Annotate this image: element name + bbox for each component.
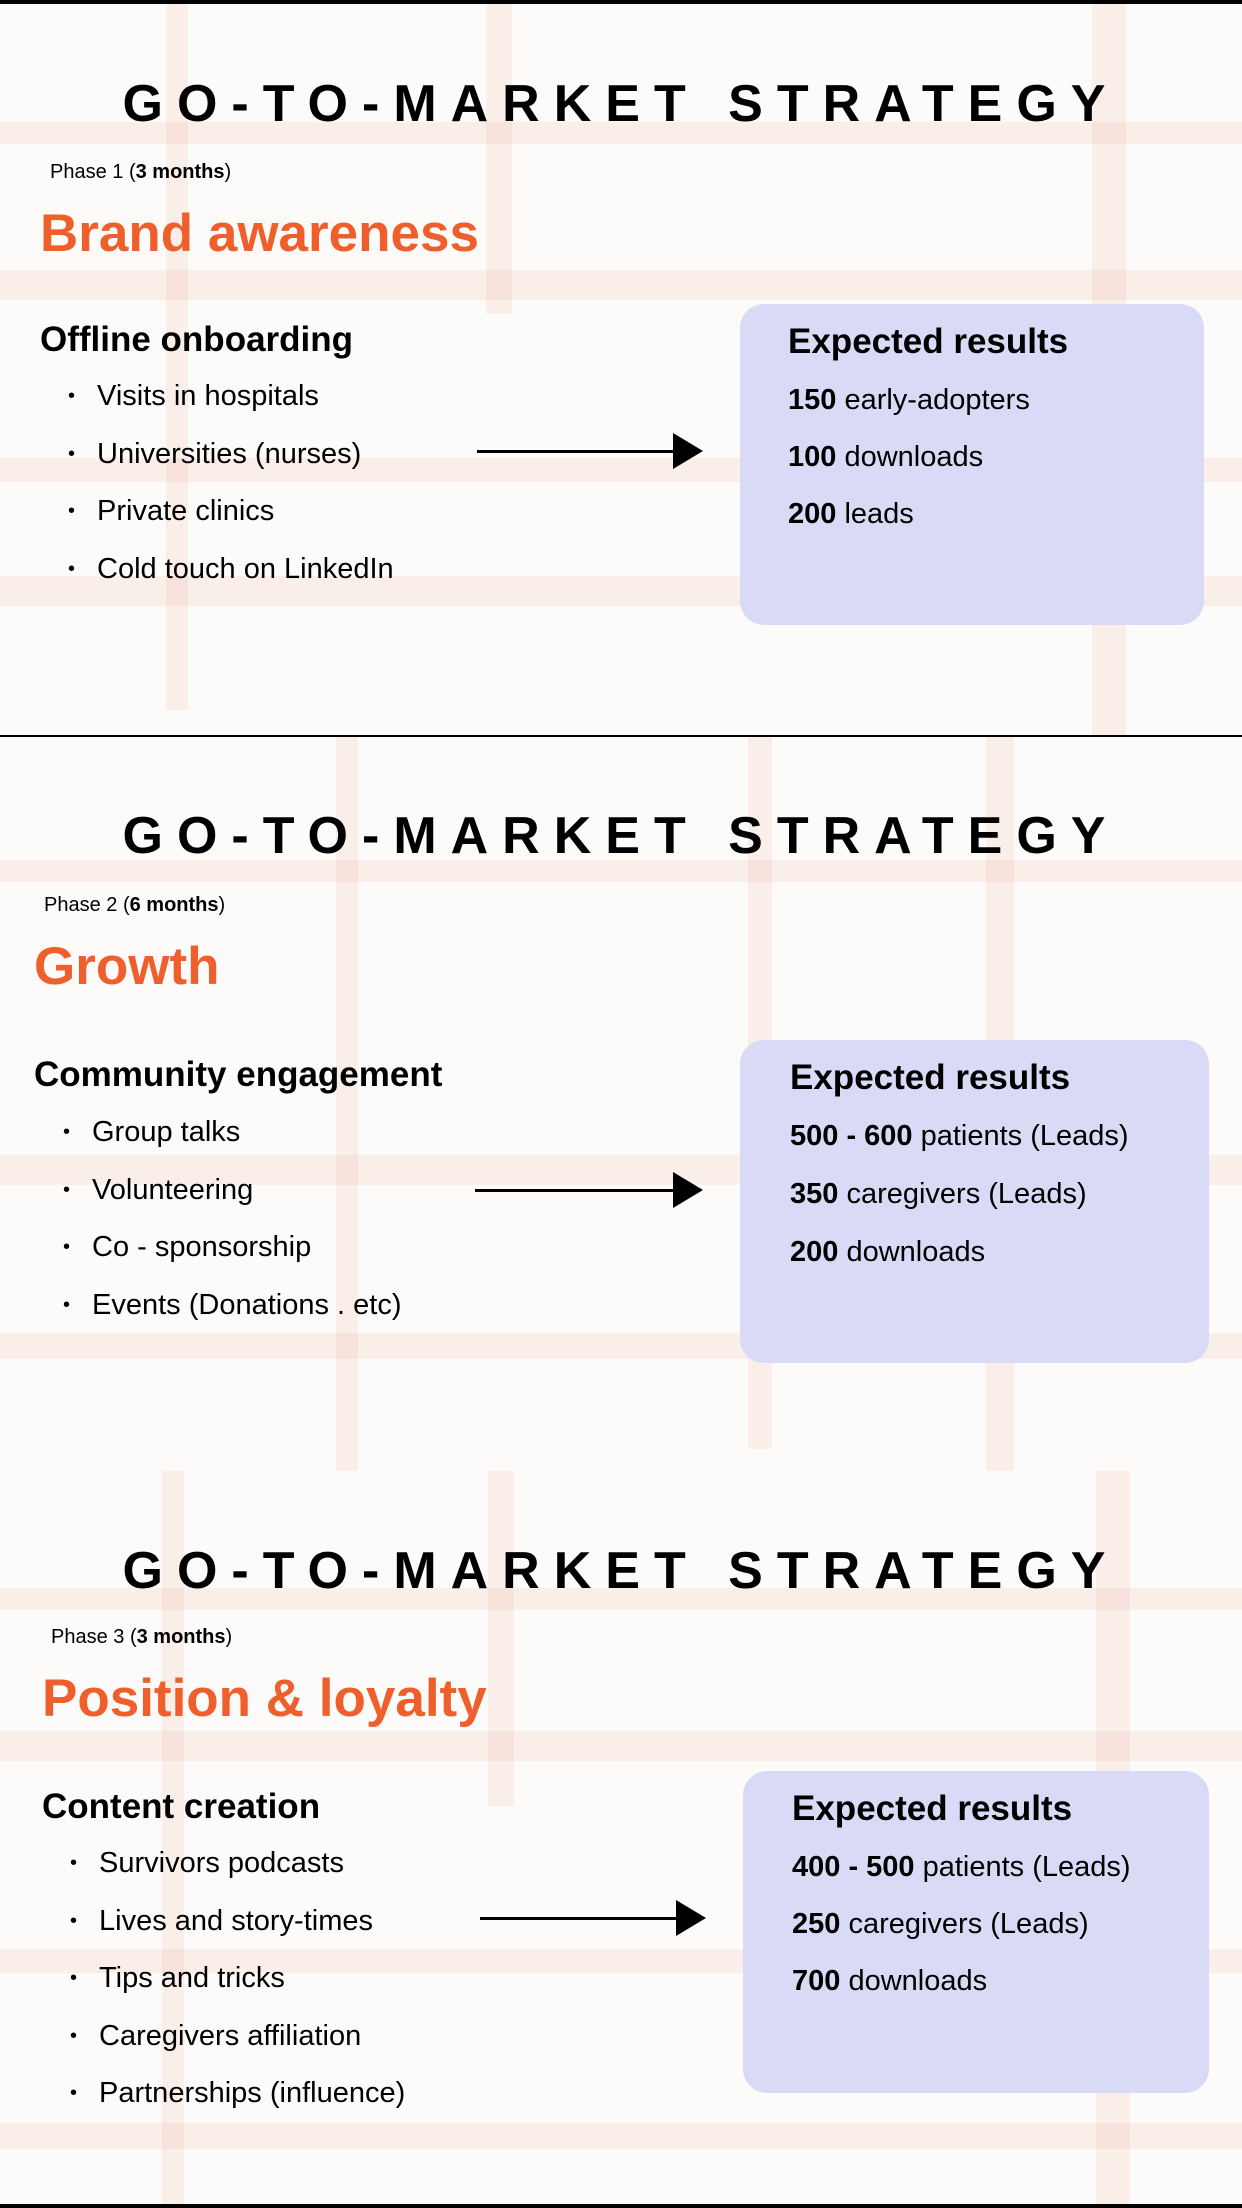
- expected-results-box: Expected results 400 - 500 patients (Lea…: [743, 1771, 1209, 2093]
- list-item: Co - sponsorship: [63, 1230, 401, 1288]
- result-row: 100 downloads: [788, 441, 984, 473]
- result-row: 250 caregivers (Leads): [792, 1908, 1089, 1940]
- list-item: Tips and tricks: [70, 1961, 405, 2019]
- section-heading: Position & loyalty: [42, 1669, 487, 1728]
- list-item: Events (Donations . etc): [63, 1288, 401, 1346]
- list-item: Visits in hospitals: [68, 379, 394, 437]
- right-arrow-icon: [475, 1170, 703, 1210]
- result-row: 200 leads: [788, 498, 914, 530]
- expected-results-box: Expected results 150 early-adopters 100 …: [740, 304, 1204, 625]
- phase-duration: 3 months: [135, 161, 225, 183]
- list-item: Partnerships (influence): [70, 2076, 405, 2134]
- slide-phase-2: GO-TO-MARKET STRATEGY Phase 2 (6 months)…: [0, 737, 1242, 1471]
- top-border: [0, 0, 1242, 4]
- list-item: Caregivers affiliation: [70, 2019, 405, 2077]
- slide-title: GO-TO-MARKET STRATEGY: [122, 1542, 1120, 1600]
- phase-label: Phase 1 (3 months): [50, 161, 232, 183]
- result-row: 400 - 500 patients (Leads): [792, 1851, 1131, 1883]
- bullet-list: Visits in hospitals Universities (nurses…: [68, 379, 394, 609]
- sub-heading: Content creation: [42, 1787, 321, 1826]
- slide-phase-3: GO-TO-MARKET STRATEGY Phase 3 (3 months)…: [0, 1471, 1242, 2204]
- slide-title: GO-TO-MARKET STRATEGY: [122, 75, 1120, 133]
- phase-label: Phase 2 (6 months): [44, 894, 226, 916]
- results-title: Expected results: [788, 322, 1069, 361]
- bullet-list: Group talks Volunteering Co - sponsorshi…: [63, 1115, 401, 1345]
- result-row: 500 - 600 patients (Leads): [790, 1120, 1129, 1152]
- list-item: Group talks: [63, 1115, 401, 1173]
- bottom-border: [0, 2204, 1242, 2208]
- list-item: Lives and story-times: [70, 1904, 405, 1962]
- list-item: Cold touch on LinkedIn: [68, 552, 394, 610]
- sub-heading: Community engagement: [34, 1055, 443, 1094]
- right-arrow-icon: [477, 431, 703, 471]
- sub-heading: Offline onboarding: [40, 320, 354, 359]
- result-row: 150 early-adopters: [788, 384, 1030, 416]
- section-heading: Brand awareness: [40, 204, 479, 263]
- list-item: Survivors podcasts: [70, 1846, 405, 1904]
- expected-results-box: Expected results 500 - 600 patients (Lea…: [740, 1040, 1209, 1363]
- bullet-list: Survivors podcasts Lives and story-times…: [70, 1846, 405, 2134]
- list-item: Universities (nurses): [68, 437, 394, 495]
- result-row: 350 caregivers (Leads): [790, 1178, 1087, 1210]
- slide-phase-1: GO-TO-MARKET STRATEGY Phase 1 (3 months)…: [0, 4, 1242, 735]
- results-title: Expected results: [792, 1789, 1073, 1828]
- slide-divider: [0, 735, 1242, 737]
- phase-duration: 3 months: [136, 1626, 226, 1648]
- phase-label: Phase 3 (3 months): [51, 1626, 233, 1648]
- results-title: Expected results: [790, 1058, 1071, 1097]
- right-arrow-icon: [480, 1898, 706, 1938]
- result-row: 700 downloads: [792, 1965, 988, 1997]
- slide-title: GO-TO-MARKET STRATEGY: [122, 807, 1120, 865]
- result-row: 200 downloads: [790, 1236, 986, 1268]
- list-item: Private clinics: [68, 494, 394, 552]
- phase-duration: 6 months: [129, 894, 219, 916]
- list-item: Volunteering: [63, 1173, 401, 1231]
- section-heading: Growth: [34, 937, 220, 996]
